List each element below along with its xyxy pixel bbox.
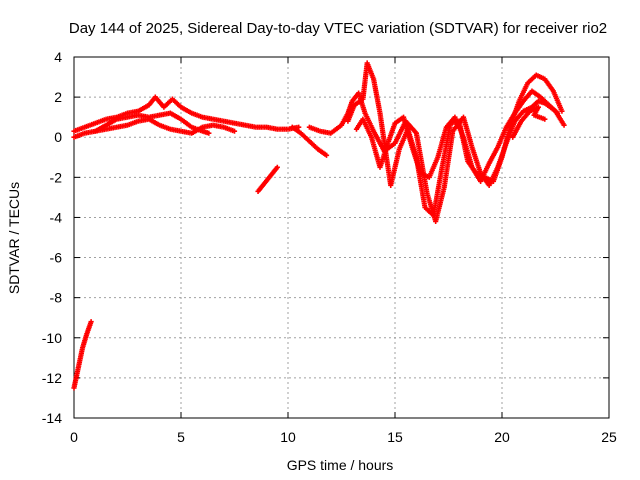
y-tick-label: -12 bbox=[42, 370, 62, 386]
y-tick-label: 0 bbox=[54, 129, 62, 145]
data-point bbox=[231, 128, 238, 134]
x-axis-label: GPS time / hours bbox=[287, 457, 394, 473]
data-point bbox=[274, 164, 280, 170]
data-point bbox=[206, 130, 212, 136]
x-tick-label: 0 bbox=[70, 429, 78, 445]
y-tick-label: 4 bbox=[54, 49, 62, 65]
x-tick-label: 10 bbox=[280, 429, 296, 445]
y-tick-label: -6 bbox=[50, 250, 63, 266]
y-tick-label: -10 bbox=[42, 330, 62, 346]
chart-title: Day 144 of 2025, Sidereal Day-to-day VTE… bbox=[69, 20, 607, 37]
y-tick-label: -8 bbox=[50, 290, 63, 306]
plot-frame bbox=[73, 56, 610, 419]
x-tick-label: 20 bbox=[494, 429, 510, 445]
y-tick-label: 2 bbox=[54, 89, 62, 105]
x-tick-label: 25 bbox=[601, 429, 617, 445]
y-tick-label: -2 bbox=[50, 169, 63, 185]
y-tick-label: -4 bbox=[50, 209, 63, 225]
y-tick-label: -14 bbox=[42, 410, 62, 426]
data-point bbox=[542, 116, 548, 122]
data-point bbox=[561, 122, 567, 128]
data-point bbox=[559, 108, 565, 114]
y-axis-label: SDTVAR / TECUs bbox=[6, 182, 22, 294]
x-tick-label: 5 bbox=[177, 429, 185, 445]
data-layer bbox=[71, 60, 567, 391]
data-point bbox=[555, 110, 561, 116]
data-point bbox=[88, 319, 94, 325]
x-tick-label: 15 bbox=[387, 429, 403, 445]
data-point bbox=[323, 152, 330, 158]
